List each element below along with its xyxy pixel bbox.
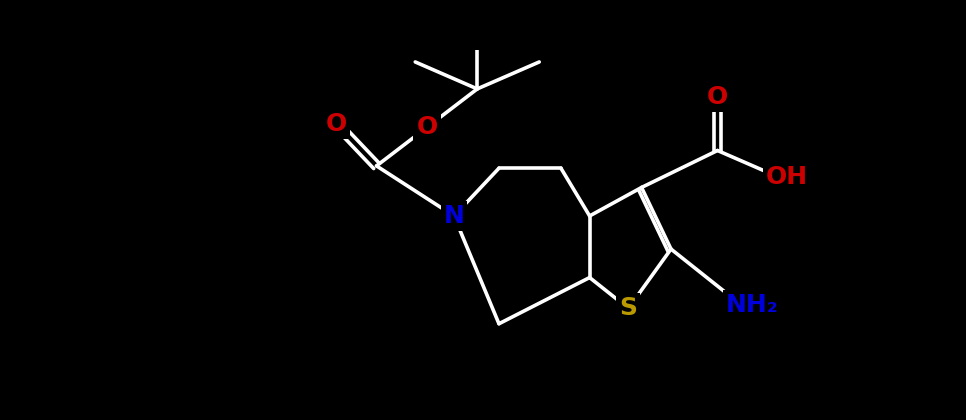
Text: N: N [443, 204, 465, 228]
Text: O: O [707, 84, 728, 109]
Text: O: O [416, 116, 438, 139]
Text: S: S [619, 297, 638, 320]
Text: O: O [326, 112, 347, 136]
Text: NH₂: NH₂ [726, 292, 779, 317]
Text: OH: OH [766, 165, 809, 189]
